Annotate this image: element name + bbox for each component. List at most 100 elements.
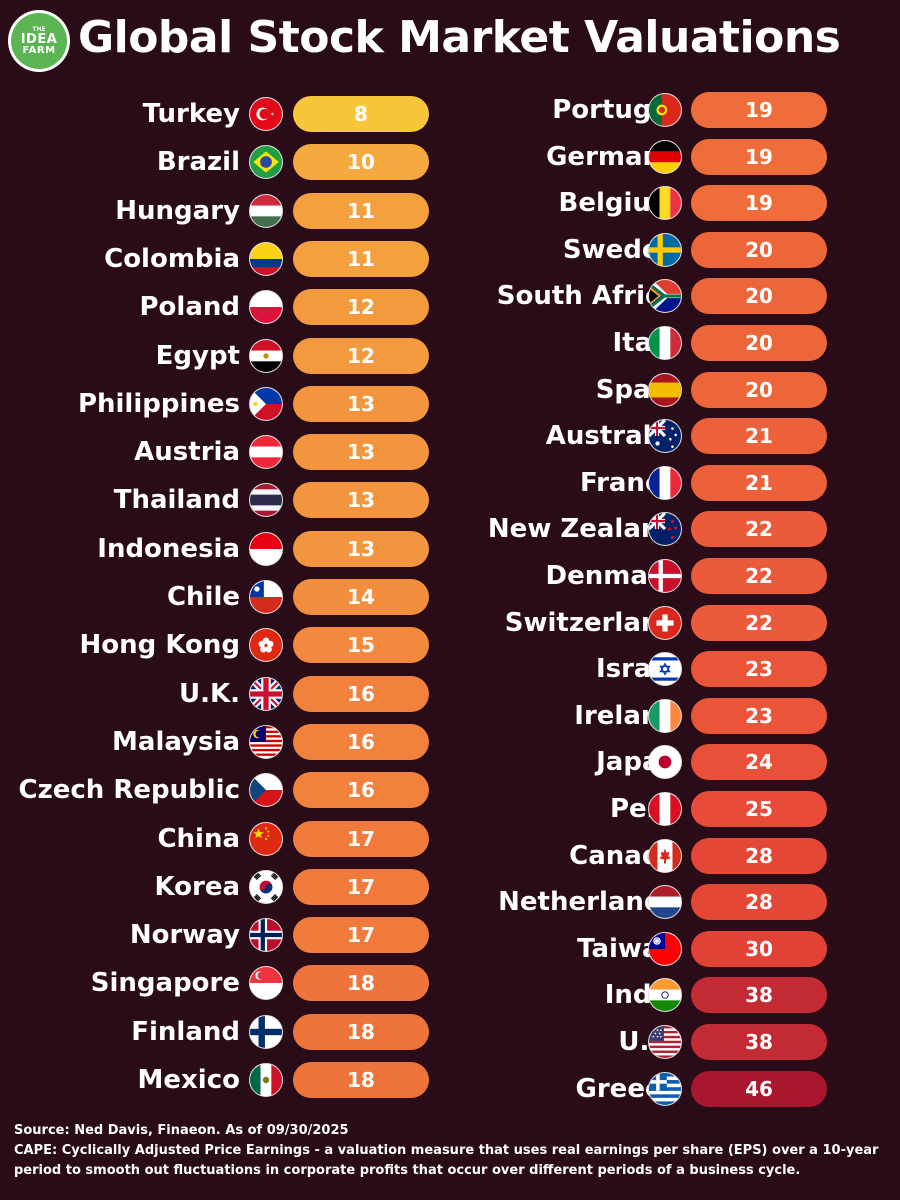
flag-colombia-icon — [249, 241, 283, 276]
country-name: Chile — [166, 582, 240, 612]
country-row-poland: Poland 12 — [0, 287, 440, 327]
cape-value-pill: 17 — [293, 868, 429, 905]
country-row-norway: Norway 17 — [0, 915, 440, 955]
flag-brazil-icon — [249, 145, 283, 180]
country-name: Norway — [129, 920, 240, 951]
flag-china-icon — [249, 821, 283, 856]
country-name: Hungary — [115, 195, 240, 226]
cape-value-pill: 18 — [293, 965, 429, 1002]
country-name: Indonesia — [97, 533, 240, 564]
country-row-south-africa: South Africa 20 — [440, 276, 900, 316]
cape-value-pill: 28 — [691, 884, 827, 921]
cape-value-pill: 25 — [691, 791, 827, 827]
cape-value-pill: 8 — [293, 96, 429, 132]
cape-value-pill: 18 — [293, 1013, 429, 1050]
country-row-philippines: Philippines 13 — [0, 384, 440, 424]
page-title: Global Stock Market Valuations — [78, 12, 841, 63]
country-row-italy: Italy 20 — [440, 323, 900, 363]
country-row-u-s: U.S.38 — [440, 1022, 900, 1062]
country-row-mexico: Mexico 18 — [0, 1060, 440, 1100]
flag-hungary-icon — [249, 193, 283, 228]
country-row-finland: Finland 18 — [0, 1012, 440, 1052]
flag-peru-icon — [648, 792, 682, 826]
country-name: Brazil — [156, 147, 240, 178]
flag-us-icon — [648, 1025, 682, 1059]
country-row-indonesia: Indonesia 13 — [0, 529, 440, 569]
cape-value-pill: 24 — [691, 744, 827, 781]
country-row-peru: Peru 25 — [440, 789, 900, 829]
flag-thailand-icon — [249, 483, 283, 518]
country-row-turkey: Turkey 8 — [0, 94, 440, 134]
country-row-colombia: Colombia 11 — [0, 239, 440, 279]
flag-austria-icon — [249, 435, 283, 470]
country-row-new-zealand: New Zealand 22 — [440, 509, 900, 549]
flag-canada-icon — [648, 838, 682, 873]
flag-ireland-icon — [648, 698, 682, 733]
country-row-denmark: Denmark 22 — [440, 556, 900, 596]
cape-value-pill: 11 — [293, 192, 429, 229]
country-row-china: China 17 — [0, 819, 440, 859]
country-name: Hong Kong — [79, 630, 240, 661]
country-name: Thailand — [113, 485, 240, 516]
cape-value-pill: 16 — [293, 772, 429, 809]
flag-australia-icon — [648, 419, 682, 454]
flag-mexico-icon — [249, 1063, 283, 1097]
cape-value-pill: 20 — [691, 325, 827, 361]
country-row-germany: Germany 19 — [440, 137, 900, 177]
flag-poland-icon — [249, 290, 283, 325]
flag-indonesia-icon — [249, 531, 283, 566]
flag-france-icon — [648, 465, 682, 500]
logo-line-2: IDEA — [20, 31, 58, 47]
flag-netherlands-icon — [648, 885, 682, 920]
country-row-taiwan: Taiwan 30 — [440, 929, 900, 969]
flag-chile-icon — [249, 580, 283, 614]
cape-value-pill: 13 — [293, 482, 429, 519]
footer-notes: Source: Ned Davis, Finaeon. As of 09/30/… — [14, 1121, 894, 1181]
country-row-chile: Chile 14 — [0, 577, 440, 617]
source-note: Source: Ned Davis, Finaeon. As of 09/30/… — [14, 1123, 349, 1138]
country-name: Philippines — [77, 388, 240, 419]
country-row-israel: Israel 23 — [440, 649, 900, 689]
cape-value-pill: 22 — [691, 558, 827, 594]
country-row-france: France 21 — [440, 463, 900, 503]
country-name: Colombia — [104, 243, 240, 274]
idea-farm-logo: THE IDEA FARM — [8, 10, 70, 72]
cape-value-pill: 17 — [293, 820, 429, 857]
flag-belgium-icon — [648, 186, 682, 221]
country-row-greece: Greece 46 — [440, 1069, 900, 1109]
cape-value-pill: 46 — [691, 1070, 827, 1107]
flag-israel-icon — [648, 652, 682, 687]
flag-switzerland-icon — [648, 605, 682, 640]
flag-malaysia-icon — [249, 724, 283, 759]
cape-value-pill: 19 — [691, 185, 827, 222]
country-name: Poland — [139, 292, 241, 323]
country-row-hong-kong: Hong Kong 15 — [0, 625, 440, 665]
country-row-malaysia: Malaysia 16 — [0, 722, 440, 762]
cape-value-pill: 20 — [691, 231, 827, 268]
country-name: Singapore — [90, 968, 240, 999]
country-name: Malaysia — [112, 726, 240, 757]
country-row-hungary: Hungary 11 — [0, 191, 440, 231]
country-row-portugal: Portugal 19 — [440, 90, 900, 130]
country-row-japan: Japan 24 — [440, 742, 900, 782]
country-name: U.K. — [178, 678, 240, 709]
country-row-australia: Australia 21 — [440, 416, 900, 456]
cape-value-pill: 18 — [293, 1062, 429, 1098]
cape-value-pill: 14 — [293, 579, 429, 615]
cape-value-pill: 13 — [293, 385, 429, 422]
country-row-netherlands: Netherlands 28 — [440, 882, 900, 922]
flag-india-icon — [648, 978, 682, 1013]
cape-value-pill: 10 — [293, 144, 429, 181]
country-name: Czech Republic — [18, 775, 240, 806]
cape-value-pill: 30 — [691, 930, 827, 967]
country-row-ireland: Ireland 23 — [440, 696, 900, 736]
country-name: China — [157, 823, 240, 854]
flag-sweden-icon — [648, 232, 682, 267]
flag-spain-icon — [648, 372, 682, 407]
country-row-korea: Korea 17 — [0, 867, 440, 907]
flag-germany-icon — [648, 139, 682, 174]
country-name: Korea — [154, 871, 240, 902]
country-name: Austria — [134, 437, 240, 468]
country-row-singapore: Singapore 18 — [0, 963, 440, 1003]
cape-value-pill: 28 — [691, 837, 827, 874]
